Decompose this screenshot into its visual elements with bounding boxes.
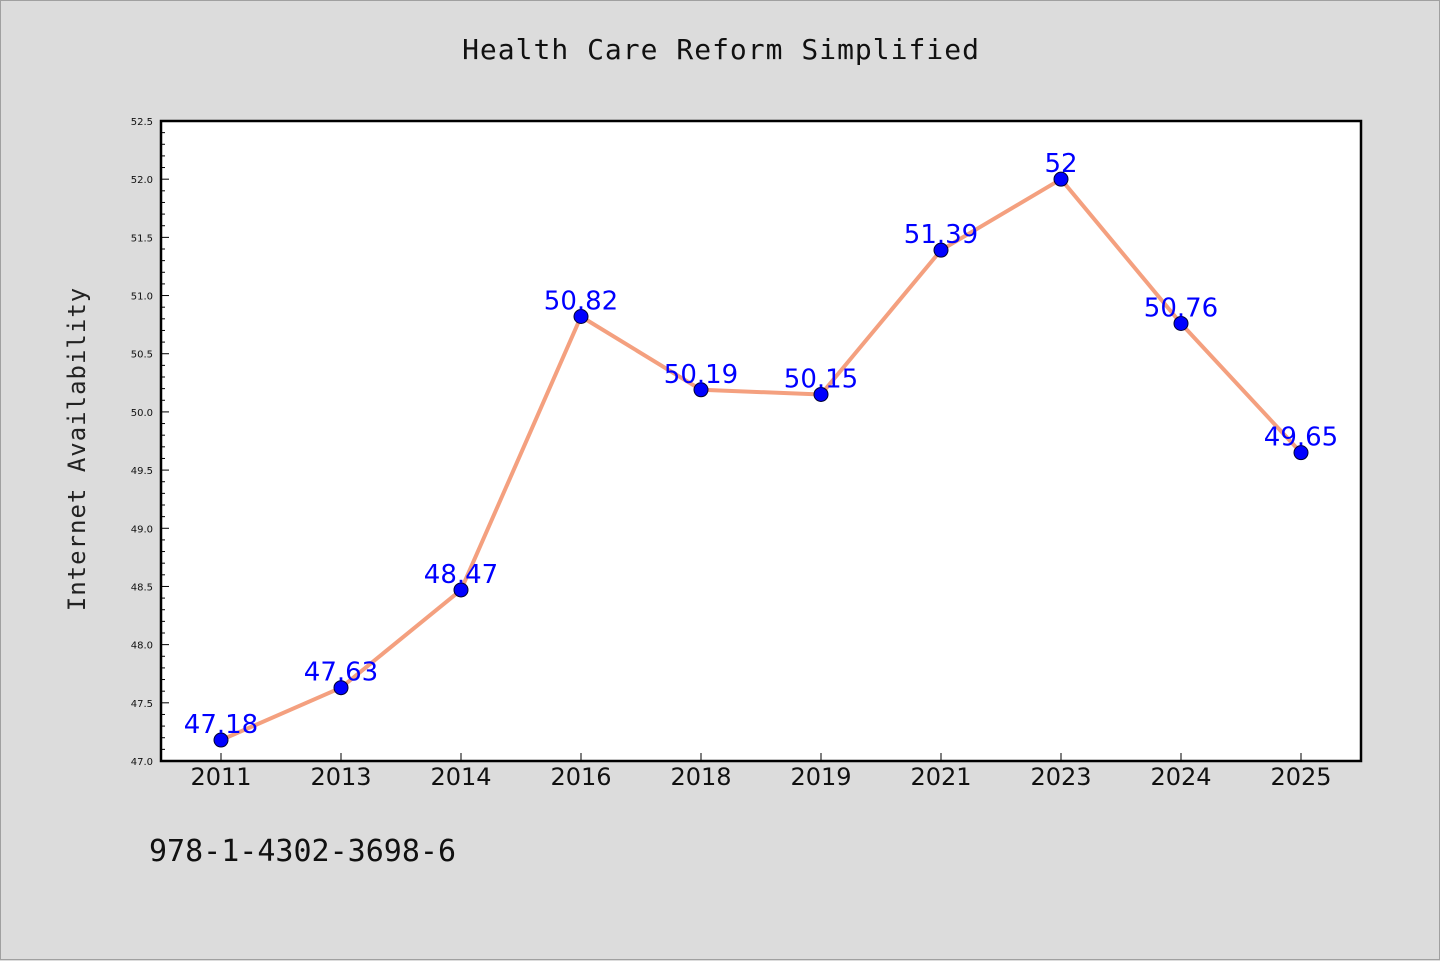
x-tick-label: 2023 [1030,763,1091,791]
series-line [219,177,1303,743]
y-tick-label: 48.0 [131,641,153,652]
data-label: 50.19 [664,360,738,390]
data-point [693,382,709,398]
data-point [213,732,229,748]
data-label: 50.82 [544,286,618,316]
y-tick-label: 52.0 [131,175,153,186]
y-tick-label: 50.5 [131,350,153,361]
data-point [453,582,469,598]
y-tick-label: 49.5 [131,466,153,477]
data-label: 52 [1044,149,1077,179]
x-tick-label: 2016 [550,763,611,791]
y-tick-label: 51.0 [131,292,153,303]
x-tick-label: 2014 [430,763,491,791]
data-label: 50.15 [784,364,858,394]
data-label: 51.39 [904,220,978,250]
x-tick-label: 2021 [910,763,971,791]
x-tick-label: 2011 [190,763,251,791]
y-tick-label: 49.0 [131,524,153,535]
x-tick-label: 2018 [670,763,731,791]
data-label: 50.76 [1144,293,1218,323]
y-tick-label: 51.5 [131,233,153,244]
x-tick-label: 2024 [1150,763,1211,791]
data-point [1053,171,1069,187]
x-tick-label: 2013 [310,763,371,791]
y-tick-label: 47.5 [131,699,153,710]
data-point [813,386,829,402]
data-point [1293,445,1309,461]
y-tick-label: 50.0 [131,408,153,419]
data-label: 47.63 [304,658,378,688]
y-tick-label: 48.5 [131,582,153,593]
plot-area [159,119,1363,763]
data-label: 49.65 [1264,423,1338,453]
chart-title: Health Care Reform Simplified [462,33,980,66]
x-tick-label: 2025 [1270,763,1331,791]
y-tick-label: 47.0 [131,757,153,768]
data-point [333,680,349,696]
data-point [1173,315,1189,331]
x-tick-label: 2019 [790,763,851,791]
data-label: 47.18 [184,710,258,740]
data-point [933,242,949,258]
isbn-code: 978-1-4302-3698-6 [149,834,457,869]
data-point [573,308,589,324]
data-label: 48.47 [424,560,498,590]
y-tick-label: 52.5 [131,117,153,128]
